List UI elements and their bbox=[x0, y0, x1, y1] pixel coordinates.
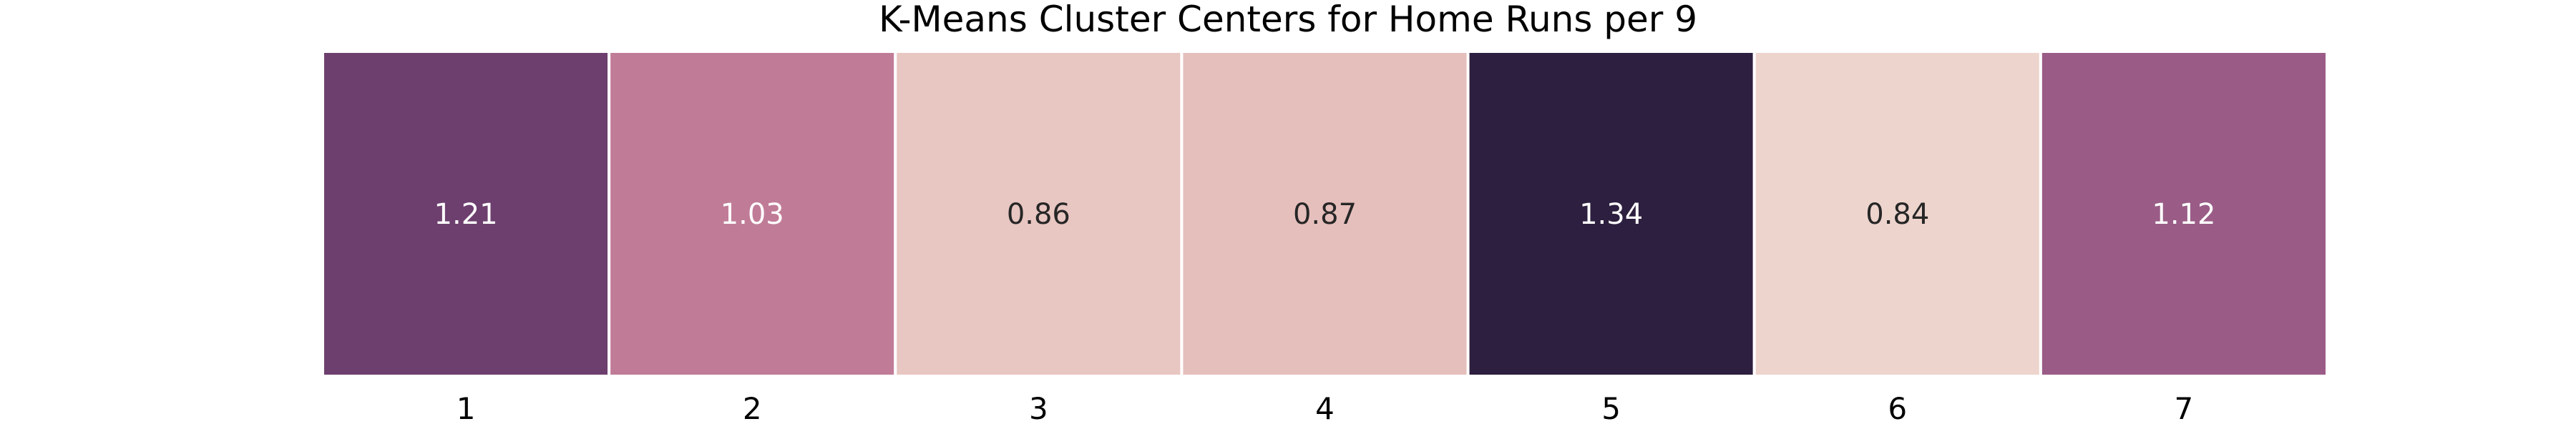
cell-value-label-5: 1.34 bbox=[1579, 198, 1643, 231]
cell-value-label-7: 1.12 bbox=[2152, 198, 2215, 231]
x-tick-label-5: 5 bbox=[1601, 391, 1621, 426]
heatmap-cell-5 bbox=[1466, 50, 1756, 378]
heatmap-cells bbox=[321, 50, 2329, 378]
heatmap-cell-6 bbox=[1752, 50, 2042, 378]
heatmap-cell-7 bbox=[2039, 50, 2329, 378]
x-tick-label-4: 4 bbox=[1315, 391, 1335, 426]
cell-value-label-3: 0.86 bbox=[1007, 198, 1070, 231]
chart-title: K-Means Cluster Centers for Home Runs pe… bbox=[879, 0, 1697, 40]
x-tick-label-2: 2 bbox=[743, 391, 762, 426]
cell-value-label-6: 0.84 bbox=[1865, 198, 1929, 231]
cell-value-label-1: 1.21 bbox=[434, 198, 498, 231]
x-tick-label-1: 1 bbox=[457, 391, 476, 426]
cell-value-label-2: 1.03 bbox=[721, 198, 784, 231]
x-axis-ticks: 1 2 3 4 5 6 7 bbox=[457, 391, 2194, 426]
x-tick-label-6: 6 bbox=[1888, 391, 1907, 426]
heatmap-cell-2 bbox=[608, 50, 897, 378]
heatmap-cell-3 bbox=[894, 50, 1184, 378]
x-tick-label-3: 3 bbox=[1029, 391, 1048, 426]
cell-value-label-4: 0.87 bbox=[1293, 198, 1357, 231]
heatmap-cell-4 bbox=[1180, 50, 1470, 378]
heatmap-cell-labels: 1.21 1.03 0.86 0.87 1.34 0.84 1.12 bbox=[434, 198, 2216, 231]
heatmap-cell-1 bbox=[321, 50, 611, 378]
x-tick-label-7: 7 bbox=[2175, 391, 2194, 426]
